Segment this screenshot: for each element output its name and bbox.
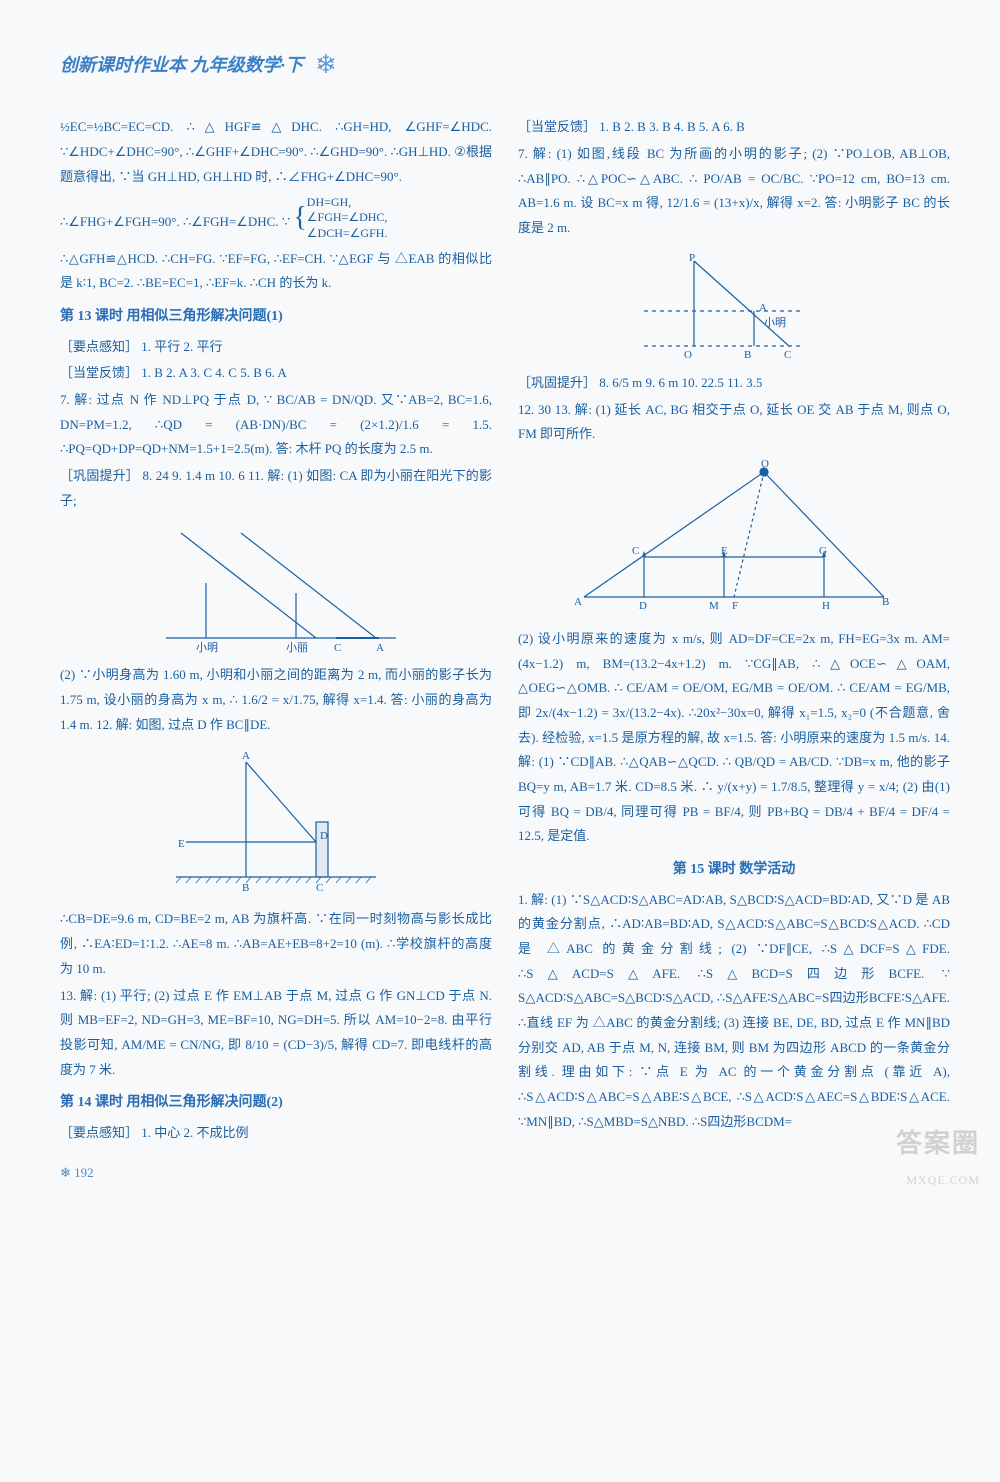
snowflake-icon: ❄ (315, 40, 337, 89)
svg-text:C: C (784, 349, 791, 361)
figure-lamp-shadow: P O A B C 小明 (518, 251, 950, 361)
svg-text:C: C (334, 642, 341, 653)
text-block: ［当堂反馈］ 1. B 2. B 3. B 4. B 5. A 6. B (518, 115, 950, 140)
section-heading: 第 14 课时 用相似三角形解决问题(2) (60, 1090, 492, 1117)
svg-text:F: F (732, 600, 738, 612)
svg-text:H: H (822, 600, 830, 612)
figure-shadow-1: 小明 小丽 C A (60, 523, 492, 653)
text-block: ［巩固提升］ 8. 6/5 m 9. 6 m 10. 22.5 11. 3.5 (518, 371, 950, 396)
svg-text:D: D (320, 830, 328, 842)
left-brace-icon: { (293, 191, 306, 244)
page-deco-icon: ❄ (60, 1165, 74, 1180)
svg-text:小明: 小明 (764, 316, 786, 329)
svg-text:B: B (882, 596, 889, 608)
svg-text:小明: 小明 (196, 641, 218, 653)
text-block: ∴CB=DE=9.6 m, CD=BE=2 m, AB 为旗杆高. ∵在同一时刻… (60, 907, 492, 981)
svg-text:O: O (684, 349, 692, 361)
book-title: 创新课时作业本 九年级数学·下 (60, 48, 303, 82)
text-block: ［巩固提升］ 8. 24 9. 1.4 m 10. 6 11. 解: (1) 如… (60, 464, 492, 513)
text-block: (2) ∵小明身高为 1.60 m, 小明和小丽之间的距离为 2 m, 而小丽的… (60, 663, 492, 737)
text-block: ½EC=½BC=EC=CD. ∴△HGF≌△DHC. ∴GH=HD, ∠GHF=… (60, 115, 492, 189)
svg-text:D: D (639, 600, 647, 612)
equation-system: { DH=GH, ∠FGH=∠DHC, ∠DCH=∠GFH. (293, 191, 387, 244)
text-block: 7. 解: (1) 如图,线段 BC 为所画的小明的影子; (2) ∵PO⊥OB… (518, 142, 950, 241)
watermark-url: MXQE.COM (896, 1169, 980, 1192)
two-column-layout: ½EC=½BC=EC=CD. ∴△HGF≌△DHC. ∴GH=HD, ∠GHF=… (60, 113, 950, 1147)
svg-text:C: C (316, 882, 323, 894)
section-heading: 第 15 课时 数学活动 (518, 857, 950, 884)
figure-triangle-lights: O A B C D E F G H M (518, 457, 950, 617)
text-block: ∴△GFH≌△HCD. ∴CH=FG. ∵EF=FG, ∴EF=CH. ∵△EG… (60, 247, 492, 296)
svg-text:小丽: 小丽 (286, 641, 308, 653)
svg-text:E: E (178, 838, 185, 850)
text-block: 12. 30 13. 解: (1) 延长 AC, BG 相交于点 O, 延长 O… (518, 398, 950, 447)
figure-flagpole: A B C D E (60, 747, 492, 897)
svg-text:A: A (376, 642, 384, 653)
svg-text:O: O (761, 458, 769, 470)
svg-text:M: M (709, 600, 719, 612)
svg-text:A: A (242, 750, 250, 762)
section-heading: 第 13 课时 用相似三角形解决问题(1) (60, 304, 492, 331)
svg-text:P: P (689, 252, 695, 264)
watermark-text: 答案圈 (896, 1119, 980, 1168)
page-header: 创新课时作业本 九年级数学·下 ❄ (60, 40, 950, 89)
svg-text:A: A (759, 302, 767, 314)
text-block: 7. 解: 过点 N 作 ND⊥PQ 于点 D, ∵ BC/AB = DN/QD… (60, 388, 492, 462)
svg-text:B: B (242, 882, 249, 894)
text-block: ［当堂反馈］ 1. B 2. A 3. C 4. C 5. B 6. A (60, 361, 492, 386)
svg-text:C: C (632, 545, 639, 557)
watermark: 答案圈 MXQE.COM (896, 1119, 980, 1191)
left-column: ½EC=½BC=EC=CD. ∴△HGF≌△DHC. ∴GH=HD, ∠GHF=… (60, 113, 492, 1147)
text-block: (2) 设小明原来的速度为 x m/s, 则 AD=DF=CE=2x m, FH… (518, 627, 950, 849)
svg-text:B: B (744, 349, 751, 361)
right-column: ［当堂反馈］ 1. B 2. B 3. B 4. B 5. A 6. B 7. … (518, 113, 950, 1147)
text-block: 1. 解: (1) ∵S△ACD∶S△ABC=AD∶AB, S△BCD∶S△AC… (518, 888, 950, 1135)
text-block: ［要点感知］ 1. 中心 2. 不成比例 (60, 1121, 492, 1146)
text-block: ［要点感知］ 1. 平行 2. 平行 (60, 335, 492, 360)
page-number: ❄ 192 (60, 1161, 94, 1186)
svg-text:A: A (574, 596, 582, 608)
text-block: ∴∠FHG+∠FGH=90°. ∴∠FGH=∠DHC. ∵ { DH=GH, ∠… (60, 191, 492, 244)
text-block: 13. 解: (1) 平行; (2) 过点 E 作 EM⊥AB 于点 M, 过点… (60, 984, 492, 1083)
